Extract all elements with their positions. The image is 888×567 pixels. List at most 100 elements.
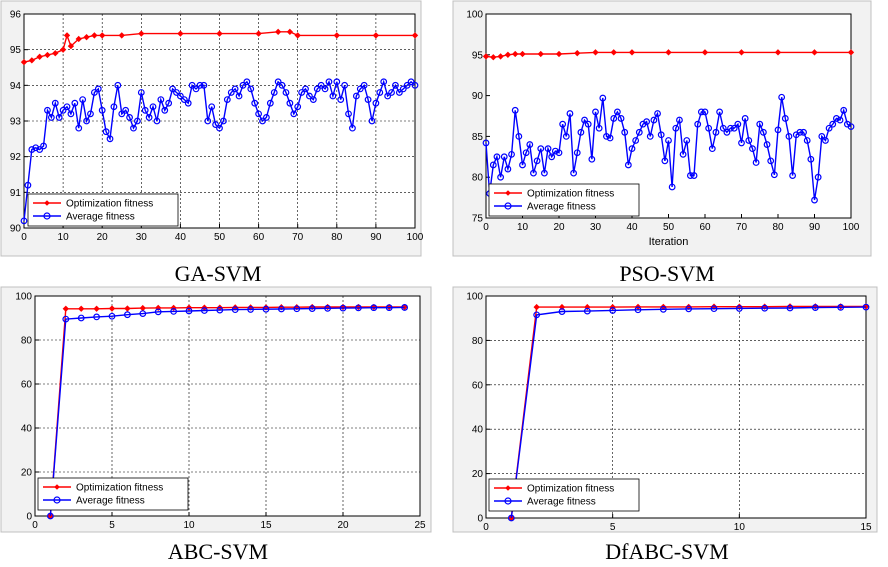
point-optimization-pso xyxy=(490,54,497,61)
point-average-pso xyxy=(679,150,687,158)
x-tick-label-pso: 40 xyxy=(626,222,638,233)
point-average-ga xyxy=(153,117,161,125)
x-tick-label-ga: 60 xyxy=(253,232,265,243)
point-average-ga xyxy=(321,85,329,93)
point-average-ga xyxy=(294,103,302,111)
point-average-ga xyxy=(349,124,356,132)
point-average-ga xyxy=(364,96,372,103)
point-average-pso xyxy=(621,128,629,136)
legend-marker-optimization-abc xyxy=(54,484,60,490)
point-optimization-ga xyxy=(255,30,262,37)
point-average-ga xyxy=(403,81,411,89)
point-average-dfabc xyxy=(735,305,743,312)
point-average-ga xyxy=(243,78,251,86)
x-tick-label-ga: 20 xyxy=(97,232,109,243)
chart-dfabc-svm: 0 5 10 15 0 20 40 60 80 100 Optimization fitness Av… xyxy=(466,292,872,534)
legend-marker-average-pso xyxy=(504,202,512,210)
point-average-pso xyxy=(708,145,716,153)
legend-marker-optimization-pso xyxy=(505,190,511,196)
point-optimization-ga xyxy=(216,30,223,37)
legend-label-optimization-pso: Optimization fitness xyxy=(527,189,614,200)
point-average-pso xyxy=(738,139,745,147)
point-average-ga xyxy=(192,85,200,93)
point-average-pso xyxy=(522,149,530,157)
point-average-ga xyxy=(180,96,188,103)
point-average-dfabc xyxy=(837,303,845,311)
point-average-pso xyxy=(482,139,490,147)
point-average-dfabc xyxy=(862,303,870,311)
point-optimization-ga xyxy=(83,34,90,41)
y-tick-label-ga: 96 xyxy=(10,10,22,21)
point-average-ga xyxy=(20,217,28,225)
legend-label-average-abc: Average fitness xyxy=(76,496,145,507)
legend-box-dfabc xyxy=(488,478,640,512)
legend-label-average-pso: Average fitness xyxy=(527,202,596,213)
x-tick-label-ga: 40 xyxy=(175,232,187,243)
point-average-abc xyxy=(185,307,193,315)
point-optimization-pso xyxy=(847,49,855,56)
point-average-pso xyxy=(606,134,614,142)
point-optimization-ga xyxy=(52,50,59,57)
legend-marker-optimization-ga xyxy=(44,200,50,206)
point-average-pso xyxy=(500,153,508,161)
point-average-pso xyxy=(803,137,811,144)
point-average-pso xyxy=(668,183,676,191)
point-average-ga xyxy=(216,124,223,132)
point-optimization-ga xyxy=(372,32,380,39)
point-average-abc xyxy=(262,305,270,313)
point-average-pso xyxy=(519,161,526,169)
point-average-dfabc xyxy=(533,311,541,319)
point-average-dfabc xyxy=(710,305,718,313)
point-average-pso xyxy=(588,155,596,163)
point-average-ga xyxy=(126,114,133,121)
point-average-ga xyxy=(231,85,239,93)
point-average-ga xyxy=(384,92,392,100)
point-average-abc xyxy=(154,308,162,316)
point-average-ga xyxy=(204,117,212,125)
y-tick-label-abc: 40 xyxy=(21,424,33,435)
x-tick-label-ga: 0 xyxy=(21,232,27,243)
point-average-pso xyxy=(730,124,738,132)
point-optimization-dfabc xyxy=(558,303,566,311)
point-average-pso xyxy=(811,196,818,204)
point-average-ga xyxy=(24,181,32,189)
point-average-pso xyxy=(614,108,621,116)
x-tick-label-ga: 50 xyxy=(214,232,226,243)
y-tick-label-ga: 92 xyxy=(10,152,22,163)
point-average-ga xyxy=(317,81,325,89)
point-average-ga xyxy=(270,89,278,96)
point-average-pso xyxy=(562,132,570,140)
y-tick-label-dfabc: 100 xyxy=(466,292,483,303)
point-average-pso xyxy=(712,128,720,136)
x-tick-label-abc: 15 xyxy=(260,520,272,531)
point-average-pso xyxy=(778,93,786,101)
x-tick-label-pso: 80 xyxy=(772,222,784,233)
point-average-abc xyxy=(200,307,208,314)
y-tick-label-dfabc: 40 xyxy=(472,425,484,436)
point-optimization-pso xyxy=(537,50,544,58)
point-average-ga xyxy=(161,106,169,114)
point-average-ga xyxy=(36,146,44,153)
point-average-ga xyxy=(40,142,47,150)
y-tick-label-pso: 100 xyxy=(466,10,483,21)
point-average-pso xyxy=(796,128,804,136)
point-average-ga xyxy=(298,89,306,96)
point-average-pso xyxy=(672,124,680,132)
point-average-ga xyxy=(184,99,192,107)
y-tick-label-pso: 75 xyxy=(472,214,484,225)
point-average-dfabc xyxy=(761,304,769,312)
point-average-pso xyxy=(559,120,567,128)
point-average-ga xyxy=(169,85,176,93)
point-average-pso xyxy=(610,115,618,122)
legend-label-optimization-ga: Optimization fitness xyxy=(66,199,153,210)
point-average-abc xyxy=(385,304,393,312)
point-average-pso xyxy=(745,137,753,144)
point-average-pso xyxy=(727,124,734,132)
point-average-pso xyxy=(767,157,775,165)
point-average-pso xyxy=(789,172,796,179)
point-average-ga xyxy=(360,81,368,89)
point-average-ga xyxy=(130,124,137,132)
point-optimization-ga xyxy=(177,30,184,37)
point-average-pso xyxy=(676,116,683,124)
point-average-abc xyxy=(339,304,347,312)
